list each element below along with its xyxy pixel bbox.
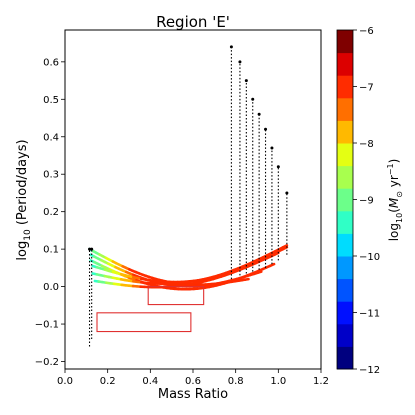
- track-endpoint: [244, 79, 248, 83]
- x-tick-label: 1.2: [313, 376, 329, 387]
- track-endpoint: [285, 191, 289, 195]
- colorbar-tick-label: −6: [359, 26, 374, 37]
- colorbar-band: [337, 52, 353, 76]
- colorbar-band: [337, 165, 353, 189]
- y-tick-label: 0.4: [43, 132, 59, 143]
- y-axis-label: log10 (Period/days): [15, 139, 33, 260]
- colorbar-band: [337, 278, 353, 302]
- plot-frame: [64, 29, 322, 370]
- track-endpoint: [229, 45, 233, 49]
- colorbar-tick-label: −11: [359, 309, 380, 320]
- x-tick-label: 0.8: [228, 376, 244, 387]
- y-tick-label: −0.1: [35, 320, 59, 331]
- track-segment: [281, 245, 289, 251]
- colorbar-band: [337, 210, 353, 234]
- y-tick-label: −0.2: [35, 357, 59, 368]
- track-endpoint: [238, 60, 242, 64]
- colorbar-band: [337, 233, 353, 257]
- colorbar-band: [337, 143, 353, 167]
- colorbar-label: log10(M⊙ yr−1): [386, 159, 404, 242]
- track-endpoint: [264, 127, 268, 131]
- x-tick-label: 0.0: [57, 376, 73, 387]
- colorbar-tick-label: −9: [359, 196, 374, 207]
- region-box: [147, 286, 205, 306]
- colorbar-tick-label: −7: [359, 83, 374, 94]
- track-segment: [243, 277, 250, 281]
- y-tick-label: 0.3: [43, 170, 59, 181]
- region-box: [96, 312, 192, 333]
- y-axis-ticks: −0.2 −0.1 0.0 0.1 0.2 0.3 0.4 0.5 0.6: [35, 57, 65, 368]
- colorbar-band: [337, 323, 353, 347]
- track-endpoint: [90, 247, 94, 251]
- track-endpoint: [251, 97, 255, 101]
- colorbar-band: [337, 346, 353, 370]
- colorbar-tick-label: −10: [359, 252, 380, 263]
- x-tick-label: 1.0: [270, 376, 286, 387]
- track-endpoint: [257, 112, 261, 116]
- track-segment: [281, 244, 289, 249]
- y-tick-label: 0.6: [43, 57, 59, 68]
- x-tick-label: 0.2: [100, 376, 116, 387]
- chart-title: Region 'E': [156, 13, 230, 31]
- colorbar-band: [337, 188, 353, 212]
- plot-marks: [88, 45, 289, 347]
- colorbar-band: [337, 30, 353, 54]
- track-segment: [256, 270, 263, 275]
- colorbar-band: [337, 301, 353, 325]
- colorbar-tick-label: −8: [359, 139, 374, 150]
- colorbar-band: [337, 256, 353, 280]
- colorbar-tick-label: −12: [359, 365, 380, 376]
- colorbar-ticks: −12 −11 −10 −9 −8 −7 −6: [353, 26, 380, 376]
- track-endpoint: [270, 146, 274, 150]
- y-tick-label: 0.1: [43, 245, 59, 256]
- colorbar-band: [337, 75, 353, 99]
- x-tick-label: 0.4: [142, 376, 158, 387]
- track-endpoint: [88, 247, 92, 251]
- y-tick-label: 0.5: [43, 95, 59, 106]
- x-axis-label: Mass Ratio: [158, 387, 228, 402]
- x-axis-ticks: 0.0 0.2 0.4 0.6 0.8 1.0 1.2: [57, 369, 329, 387]
- colorbar-band: [337, 120, 353, 144]
- track-endpoint: [276, 165, 280, 169]
- y-tick-label: 0.2: [43, 207, 59, 218]
- colorbar-band: [337, 97, 353, 121]
- x-tick-label: 0.6: [185, 376, 201, 387]
- colorbar: [337, 30, 353, 370]
- track-segment: [268, 262, 276, 268]
- y-tick-label: 0.0: [43, 282, 59, 293]
- track-segment: [273, 251, 280, 256]
